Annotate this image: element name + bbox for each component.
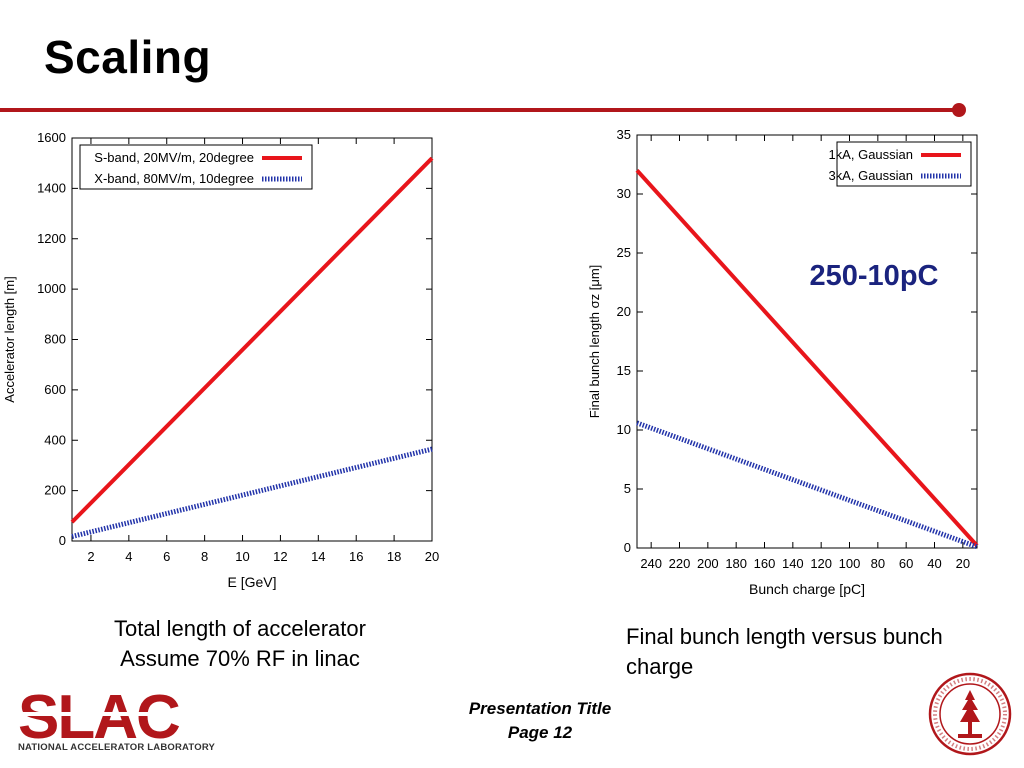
x-tick-label: 6 (163, 549, 170, 564)
y-tick-label: 35 (617, 127, 631, 142)
legend-box (836, 141, 972, 187)
x-axis-label: E [GeV] (227, 574, 276, 590)
stanford-seal-icon (928, 672, 1012, 756)
y-tick-label: 5 (624, 481, 631, 496)
y-tick-label: 30 (617, 186, 631, 201)
x-tick-label: 20 (425, 549, 439, 564)
x-tick-label: 160 (754, 556, 776, 571)
slac-logo: SLAC (18, 686, 198, 752)
legend-box (79, 144, 313, 190)
x-tick-label: 2 (87, 549, 94, 564)
footer: Presentation Title Page 12 (430, 697, 650, 745)
chart-callout: 250-10pC (810, 260, 939, 292)
x-tick-label: 60 (899, 556, 913, 571)
slac-logo-stripe (18, 712, 198, 716)
caption-left: Total length of accelerator Assume 70% R… (80, 614, 400, 674)
title-rule (0, 108, 960, 112)
legend-entry-2: X-band, 80MV/m, 10degree (94, 171, 254, 186)
y-tick-label: 1200 (37, 231, 66, 246)
x-tick-label: 10 (235, 549, 249, 564)
y-tick-label: 800 (44, 332, 66, 347)
y-tick-label: 25 (617, 245, 631, 260)
y-tick-label: 1000 (37, 281, 66, 296)
series-line-2 (71, 446, 433, 539)
y-axis-label: Accelerator length [m] (2, 276, 17, 402)
slac-logo-subtitle: NATIONAL ACCELERATOR LABORATORY (18, 742, 216, 753)
y-tick-label: 20 (617, 304, 631, 319)
legend-entry-1: S-band, 20MV/m, 20degree (94, 150, 254, 165)
y-tick-label: 15 (617, 363, 631, 378)
x-tick-label: 100 (839, 556, 861, 571)
y-tick-label: 400 (44, 432, 66, 447)
x-tick-label: 80 (871, 556, 885, 571)
plot-frame (636, 134, 978, 549)
x-tick-label: 200 (697, 556, 719, 571)
x-tick-label: 140 (782, 556, 804, 571)
x-axis-label: Bunch charge [pC] (749, 581, 865, 597)
y-tick-label: 1400 (37, 180, 66, 195)
title-rule-dot (952, 103, 966, 117)
y-tick-label: 600 (44, 382, 66, 397)
x-tick-label: 8 (201, 549, 208, 564)
y-tick-label: 0 (59, 533, 66, 548)
footer-title: Presentation Title (468, 699, 612, 718)
caption-left-line-1: Total length of accelerator (114, 616, 366, 641)
y-tick-label: 1600 (37, 130, 66, 145)
caption-left-line-2: Assume 70% RF in linac (120, 646, 360, 671)
chart-bunch-length: 240 220 200 180 160 140 120 100 80 60 40 2005101520… (587, 127, 979, 597)
footer-page: Page 12 (507, 723, 573, 742)
x-tick-label: 220 (669, 556, 691, 571)
legend-entry-1: 1kA, Gaussian (828, 147, 913, 162)
legend-entry-2: 3kA, Gaussian (828, 168, 913, 183)
x-tick-label: 120 (810, 556, 832, 571)
x-tick-label: 20 (956, 556, 970, 571)
x-tick-label: 40 (927, 556, 941, 571)
y-tick-label: 10 (617, 422, 631, 437)
x-tick-label: 180 (725, 556, 747, 571)
y-axis-label: Final bunch length σz [μm] (587, 265, 602, 419)
x-tick-label: 14 (311, 549, 325, 564)
x-tick-label: 12 (273, 549, 287, 564)
chart-accelerator-length: 2 4 6 8 10 12 14 16 18 20020040060080010001200140… (2, 130, 439, 590)
x-tick-label: 16 (349, 549, 363, 564)
x-tick-label: 4 (125, 549, 132, 564)
y-tick-label: 200 (44, 483, 66, 498)
series-line-1 (70, 156, 434, 524)
caption-right: Final bunch length versus bunch charge (626, 624, 943, 679)
slide-title: Scaling (44, 31, 212, 83)
series-line-2 (636, 420, 978, 550)
x-tick-label: 18 (387, 549, 401, 564)
slac-logo-text: SLAC (18, 686, 180, 752)
x-tick-label: 240 (640, 556, 662, 571)
y-tick-label: 0 (624, 540, 631, 555)
series-line-1 (635, 169, 979, 547)
